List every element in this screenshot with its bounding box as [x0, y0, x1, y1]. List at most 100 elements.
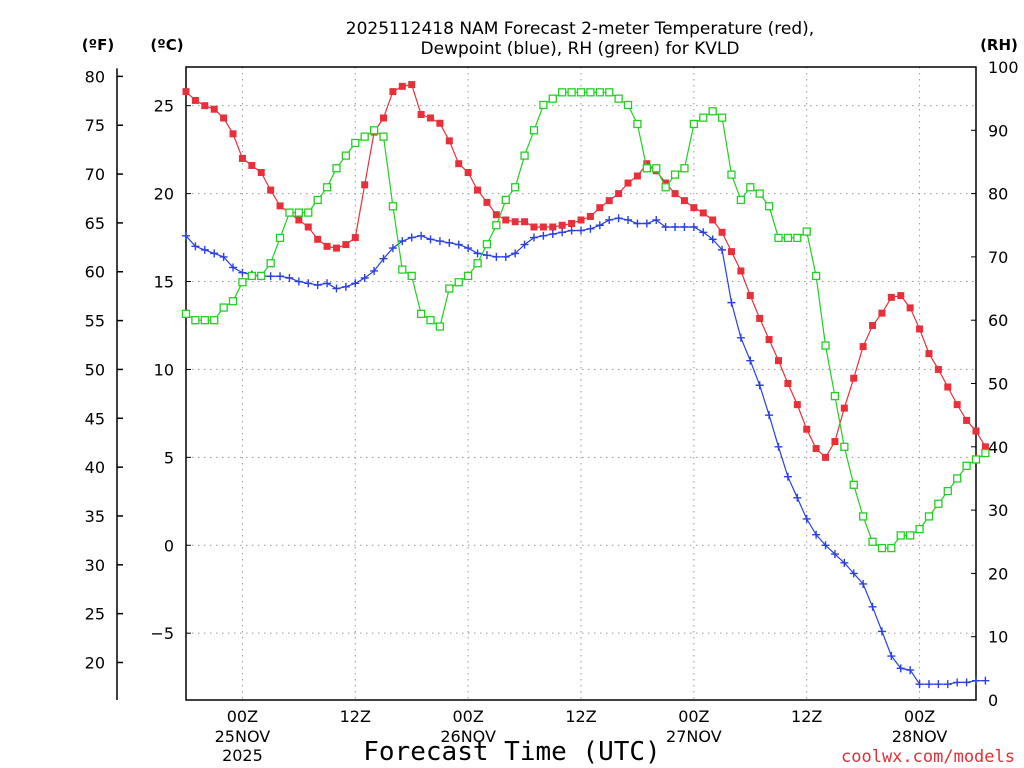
x-tick-date: 28NOV — [892, 727, 948, 746]
relative-humidity-point — [858, 512, 868, 521]
fahrenheit-tick-label: 65 — [85, 214, 105, 233]
temperature-point — [417, 110, 425, 118]
dewpoint-point — [445, 238, 454, 247]
relative-humidity-point — [821, 341, 830, 350]
temperature-point — [887, 293, 895, 301]
relative-humidity-point — [811, 271, 821, 281]
temperature-point — [220, 114, 228, 122]
dewpoint-point — [821, 541, 830, 550]
rh-tick-label: 30 — [988, 501, 1008, 520]
relative-humidity-point — [642, 164, 651, 173]
rh-tick-label: 100 — [988, 58, 1019, 77]
relative-humidity-point — [689, 119, 699, 129]
fahrenheit-tick-label: 35 — [85, 507, 105, 526]
temperature-point — [427, 114, 435, 122]
relative-humidity-point — [529, 126, 539, 135]
relative-humidity-point — [764, 202, 774, 211]
dewpoint-point — [953, 678, 962, 687]
dewpoint-point — [943, 680, 952, 689]
temperature-point — [558, 221, 566, 229]
dewpoint-point — [793, 493, 802, 502]
fahrenheit-tick-label: 40 — [85, 458, 105, 477]
relative-humidity-point — [501, 195, 510, 205]
relative-humidity-point — [247, 271, 256, 281]
chart-title-line1: 2025112418 NAM Forecast 2-meter Temperat… — [346, 19, 814, 39]
temperature-point — [323, 242, 331, 250]
relative-humidity-point — [304, 208, 313, 217]
dewpoint-point — [671, 223, 680, 232]
dewpoint-point — [774, 442, 783, 451]
temperature-point — [530, 223, 538, 231]
dewpoint-point — [407, 233, 416, 242]
relative-humidity-point — [680, 164, 689, 173]
relative-humidity-point — [906, 531, 915, 540]
x-tick-label: 00Z — [904, 707, 935, 726]
celsius-tick-label: −5 — [150, 624, 174, 643]
relative-humidity-point — [548, 94, 557, 103]
dewpoint-point — [464, 244, 473, 253]
dewpoint-point — [304, 279, 313, 288]
temperature-point — [483, 198, 491, 206]
temperature-point — [549, 223, 557, 231]
relative-humidity-point — [802, 227, 811, 236]
relative-humidity-point — [755, 189, 764, 198]
x-tick-date: 26NOV — [440, 727, 496, 746]
fahrenheit-unit-label: (ºF) — [82, 36, 114, 54]
temperature-point — [746, 292, 754, 300]
dewpoint-point — [294, 277, 303, 286]
temperature-point — [737, 267, 745, 275]
dewpoint-point — [313, 281, 322, 290]
temperature-point — [953, 401, 961, 409]
fahrenheit-tick-label: 25 — [85, 605, 105, 624]
data-series — [181, 81, 990, 689]
temperature-point — [831, 438, 839, 446]
celsius-tick-label: 20 — [154, 185, 174, 204]
relative-humidity-point — [313, 195, 322, 205]
temperature-point — [812, 445, 820, 453]
temperature-point — [342, 241, 350, 249]
rh-unit-label: (RH) — [980, 36, 1018, 54]
temperature-point — [464, 169, 472, 176]
relative-humidity-point — [445, 284, 454, 293]
relative-humidity-point — [482, 240, 492, 249]
temperature-point — [709, 216, 717, 224]
temperature-point — [182, 88, 190, 96]
dewpoint-point — [614, 214, 623, 223]
relative-humidity-point — [426, 316, 435, 325]
dewpoint-point — [501, 252, 510, 261]
relative-humidity-point — [416, 309, 426, 319]
dewpoint-point — [887, 652, 896, 661]
relative-humidity-point — [849, 480, 858, 489]
dewpoint-point — [595, 221, 604, 230]
temperature-point — [803, 425, 811, 433]
fahrenheit-tick-label: 45 — [85, 409, 105, 428]
temperature-point — [304, 223, 312, 231]
dewpoint-point — [642, 219, 651, 228]
relative-humidity-point — [379, 132, 388, 141]
fahrenheit-tick-label: 30 — [85, 556, 105, 575]
relative-humidity-point — [830, 392, 840, 401]
relative-humidity-point — [746, 183, 755, 192]
chart-title-line2: Dewpoint (blue), RH (green) for KVLD — [421, 39, 740, 59]
dewpoint-point — [783, 472, 792, 481]
dewpoint-point — [680, 223, 689, 232]
relative-humidity-point — [275, 233, 285, 243]
relative-humidity-point — [868, 537, 877, 546]
dewpoint-point — [266, 272, 275, 281]
temperature-point — [981, 443, 989, 451]
temperature-point — [840, 404, 848, 412]
temperature-point — [267, 186, 275, 194]
rh-tick-label: 0 — [988, 691, 998, 710]
relative-humidity-point — [407, 271, 416, 281]
dewpoint-point — [548, 230, 557, 239]
relative-humidity-point — [266, 259, 275, 268]
temperature-point — [238, 154, 246, 162]
dewpoint-point — [934, 680, 943, 689]
relative-humidity-point — [228, 297, 238, 306]
x-tick-date: 25NOV — [215, 727, 271, 746]
temperature-point — [878, 309, 886, 317]
celsius-unit-label: (ºC) — [150, 36, 183, 54]
temperature-point — [662, 179, 670, 187]
dewpoint-point — [473, 249, 482, 258]
